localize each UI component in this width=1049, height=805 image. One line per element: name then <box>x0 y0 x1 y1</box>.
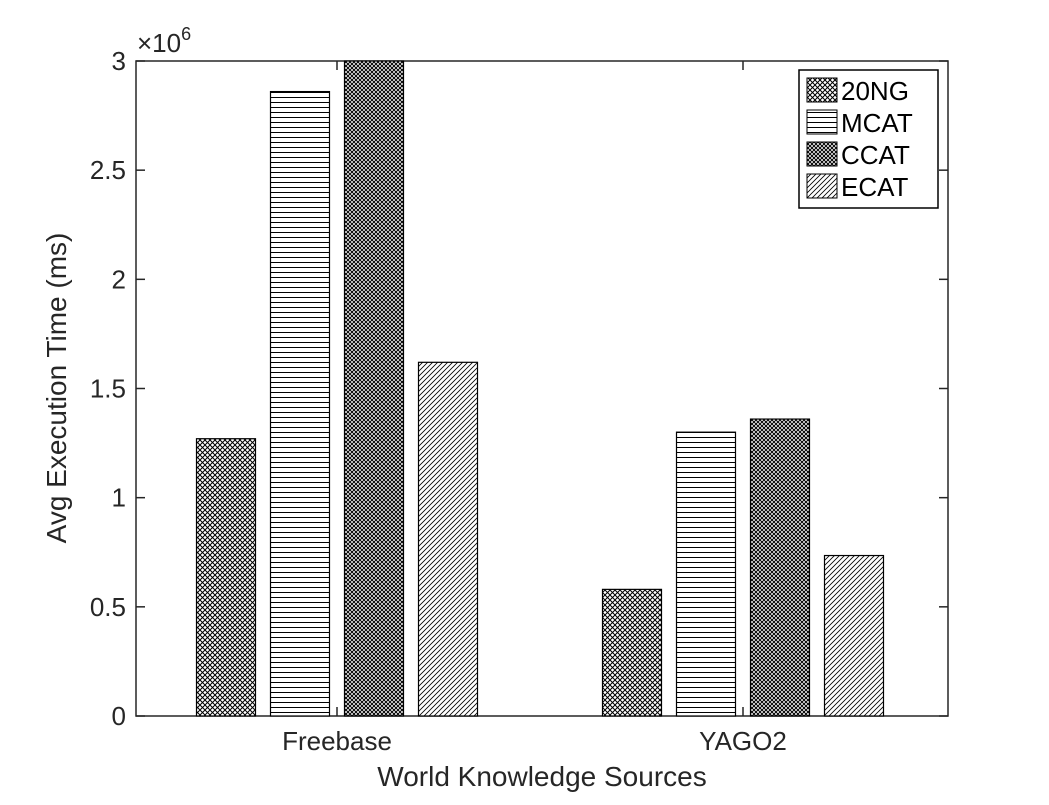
legend-label-mcat: MCAT <box>841 108 913 138</box>
y-axis: 0 0.5 1 1.5 2 2.5 3 <box>90 46 948 731</box>
y-tick-label: 3 <box>112 46 126 76</box>
legend-label-ccat: CCAT <box>841 140 910 170</box>
multiplier-base: ×10 <box>137 28 181 58</box>
x-axis-label: World Knowledge Sources <box>377 761 706 792</box>
legend-swatch-ecat <box>806 173 838 199</box>
y-axis-multiplier: ×106 <box>137 24 191 58</box>
bar-mcat-yago2 <box>675 431 737 717</box>
bar-ecat-yago2 <box>823 554 885 717</box>
bars <box>195 60 885 717</box>
y-tick-label: 2 <box>112 264 126 294</box>
y-tick-label: 1 <box>112 483 126 513</box>
legend-label-ecat: ECAT <box>841 172 909 202</box>
bar-mcat-freebase <box>269 90 331 717</box>
bar-20ng-yago2 <box>601 588 663 717</box>
x-tick-label: YAGO2 <box>699 726 787 756</box>
multiplier-exponent: 6 <box>181 24 191 44</box>
bar-ccat-freebase <box>343 60 405 717</box>
y-tick-label: 0 <box>112 701 126 731</box>
legend-label-20ng: 20NG <box>841 76 909 106</box>
x-tick-label: Freebase <box>282 726 392 756</box>
x-axis: Freebase YAGO2 <box>282 61 787 756</box>
bar-20ng-freebase <box>195 438 257 717</box>
y-axis-label: Avg Execution Time (ms) <box>41 233 72 544</box>
y-tick-label: 0.5 <box>90 592 126 622</box>
y-tick-label: 1.5 <box>90 374 126 404</box>
legend-swatch-mcat <box>806 109 838 135</box>
bar-ccat-yago2 <box>749 418 811 717</box>
legend-swatch-20ng <box>806 77 838 103</box>
legend-swatch-ccat <box>806 141 838 167</box>
y-tick-label: 2.5 <box>90 155 126 185</box>
bar-ecat-freebase <box>417 361 479 717</box>
